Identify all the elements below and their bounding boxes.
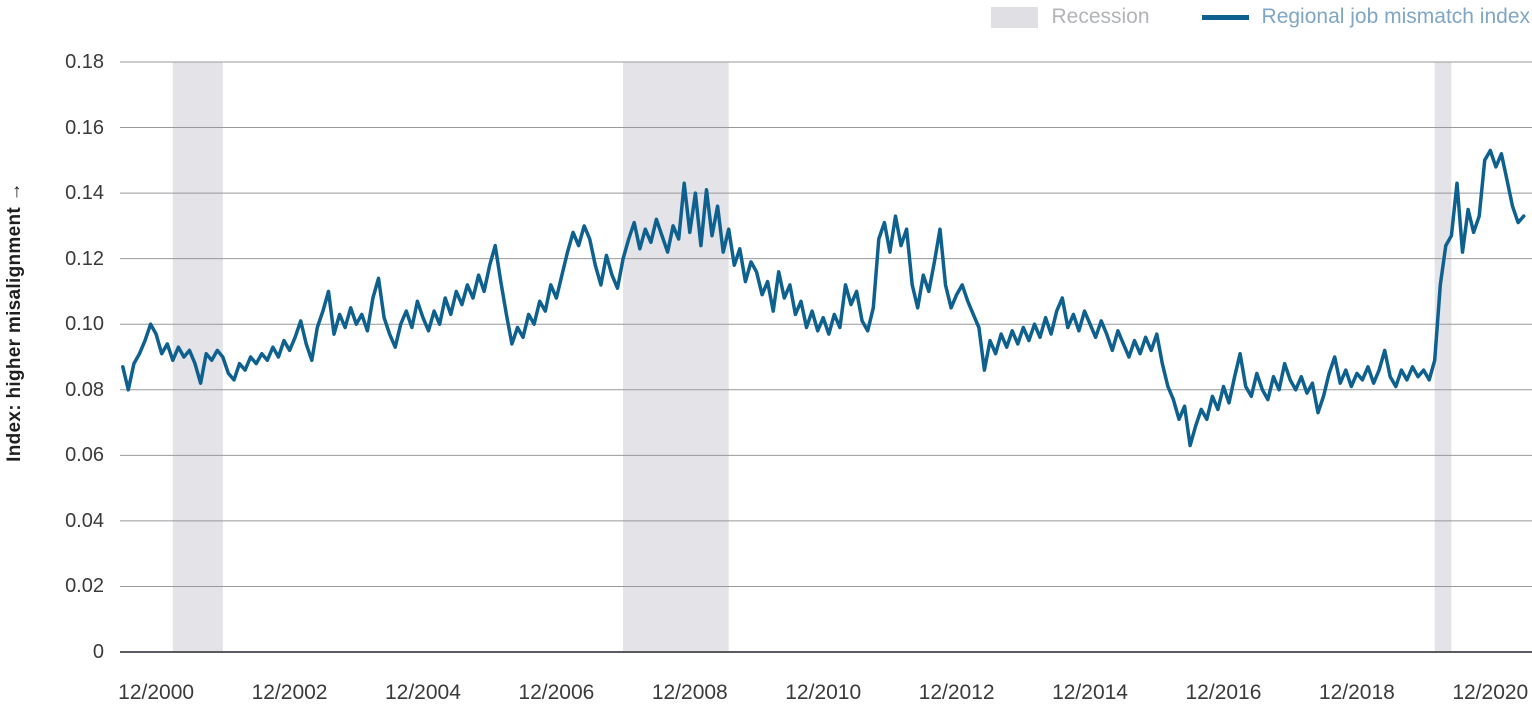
y-tick-label: 0.02 (65, 575, 104, 598)
x-tick-label: 12/2010 (785, 681, 862, 704)
y-tick-label: 0.10 (65, 313, 104, 336)
x-tick-label: 12/2018 (1318, 681, 1395, 704)
y-tick-label: 0.18 (65, 51, 104, 73)
y-axis-tick-labels: 0.18 0.16 0.14 0.12 0.10 0.08 0.06 0.04 0.02 0 (0, 0, 112, 720)
x-tick-label: 12/2014 (1052, 681, 1128, 704)
x-tick-label: 12/2000 (118, 681, 195, 704)
y-tick-label: 0.12 (65, 247, 104, 270)
y-tick-label: 0.14 (65, 182, 104, 205)
series-line-swatch (1201, 14, 1249, 20)
x-tick-label: 12/2020 (1452, 681, 1529, 704)
y-tick-label: 0.08 (65, 378, 104, 401)
y-tick-label: 0.16 (65, 116, 104, 139)
line-chart-svg (120, 61, 1532, 653)
x-tick-label: 12/2008 (651, 681, 728, 704)
legend-label-recession: Recession (1051, 5, 1150, 28)
x-tick-label: 12/2012 (918, 681, 995, 704)
recession-swatch (991, 6, 1039, 28)
legend-label-series: Regional job mismatch index (1261, 5, 1530, 28)
x-tick-label: 12/2004 (384, 681, 461, 704)
y-tick-label: 0.06 (65, 444, 104, 467)
legend: Recession Regional job mismatch index (991, 3, 1530, 31)
x-axis-tick-labels: 12/2000 12/2002 12/2004 12/2006 12/2008 12/20… (0, 681, 1532, 713)
y-tick-label: 0 (92, 641, 104, 663)
x-tick-label: 12/2002 (251, 681, 328, 704)
x-tick-label: 12/2016 (1185, 681, 1262, 704)
plot-area (120, 61, 1532, 653)
y-tick-label: 0.04 (65, 509, 104, 532)
x-tick-label: 12/2006 (518, 681, 595, 704)
